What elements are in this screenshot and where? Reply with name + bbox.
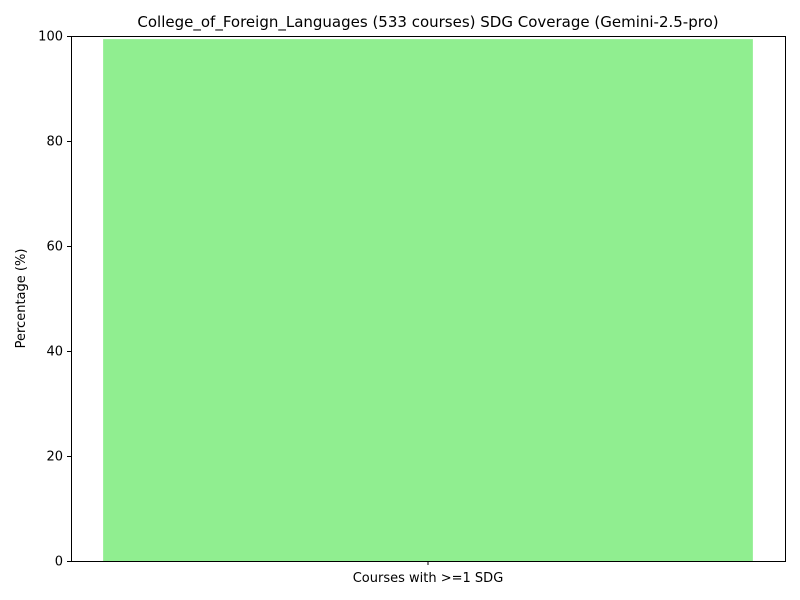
bar xyxy=(103,39,753,561)
y-tick-label: 80 xyxy=(46,135,63,150)
x-tick-label: Courses with >=1 SDG xyxy=(353,571,504,586)
plot-frame xyxy=(71,36,786,562)
y-axis-label: Percentage (%) xyxy=(14,249,29,349)
y-tick-label: 100 xyxy=(38,30,63,45)
y-tick-label: 20 xyxy=(46,450,63,465)
bars-group xyxy=(103,39,753,561)
y-tick-label: 60 xyxy=(46,240,63,255)
y-tick-label: 40 xyxy=(46,345,63,360)
chart-title: College_of_Foreign_Languages (533 course… xyxy=(137,13,718,32)
y-tick-label: 0 xyxy=(55,555,63,570)
y-axis: 0 20 40 60 80 100 xyxy=(38,30,71,570)
